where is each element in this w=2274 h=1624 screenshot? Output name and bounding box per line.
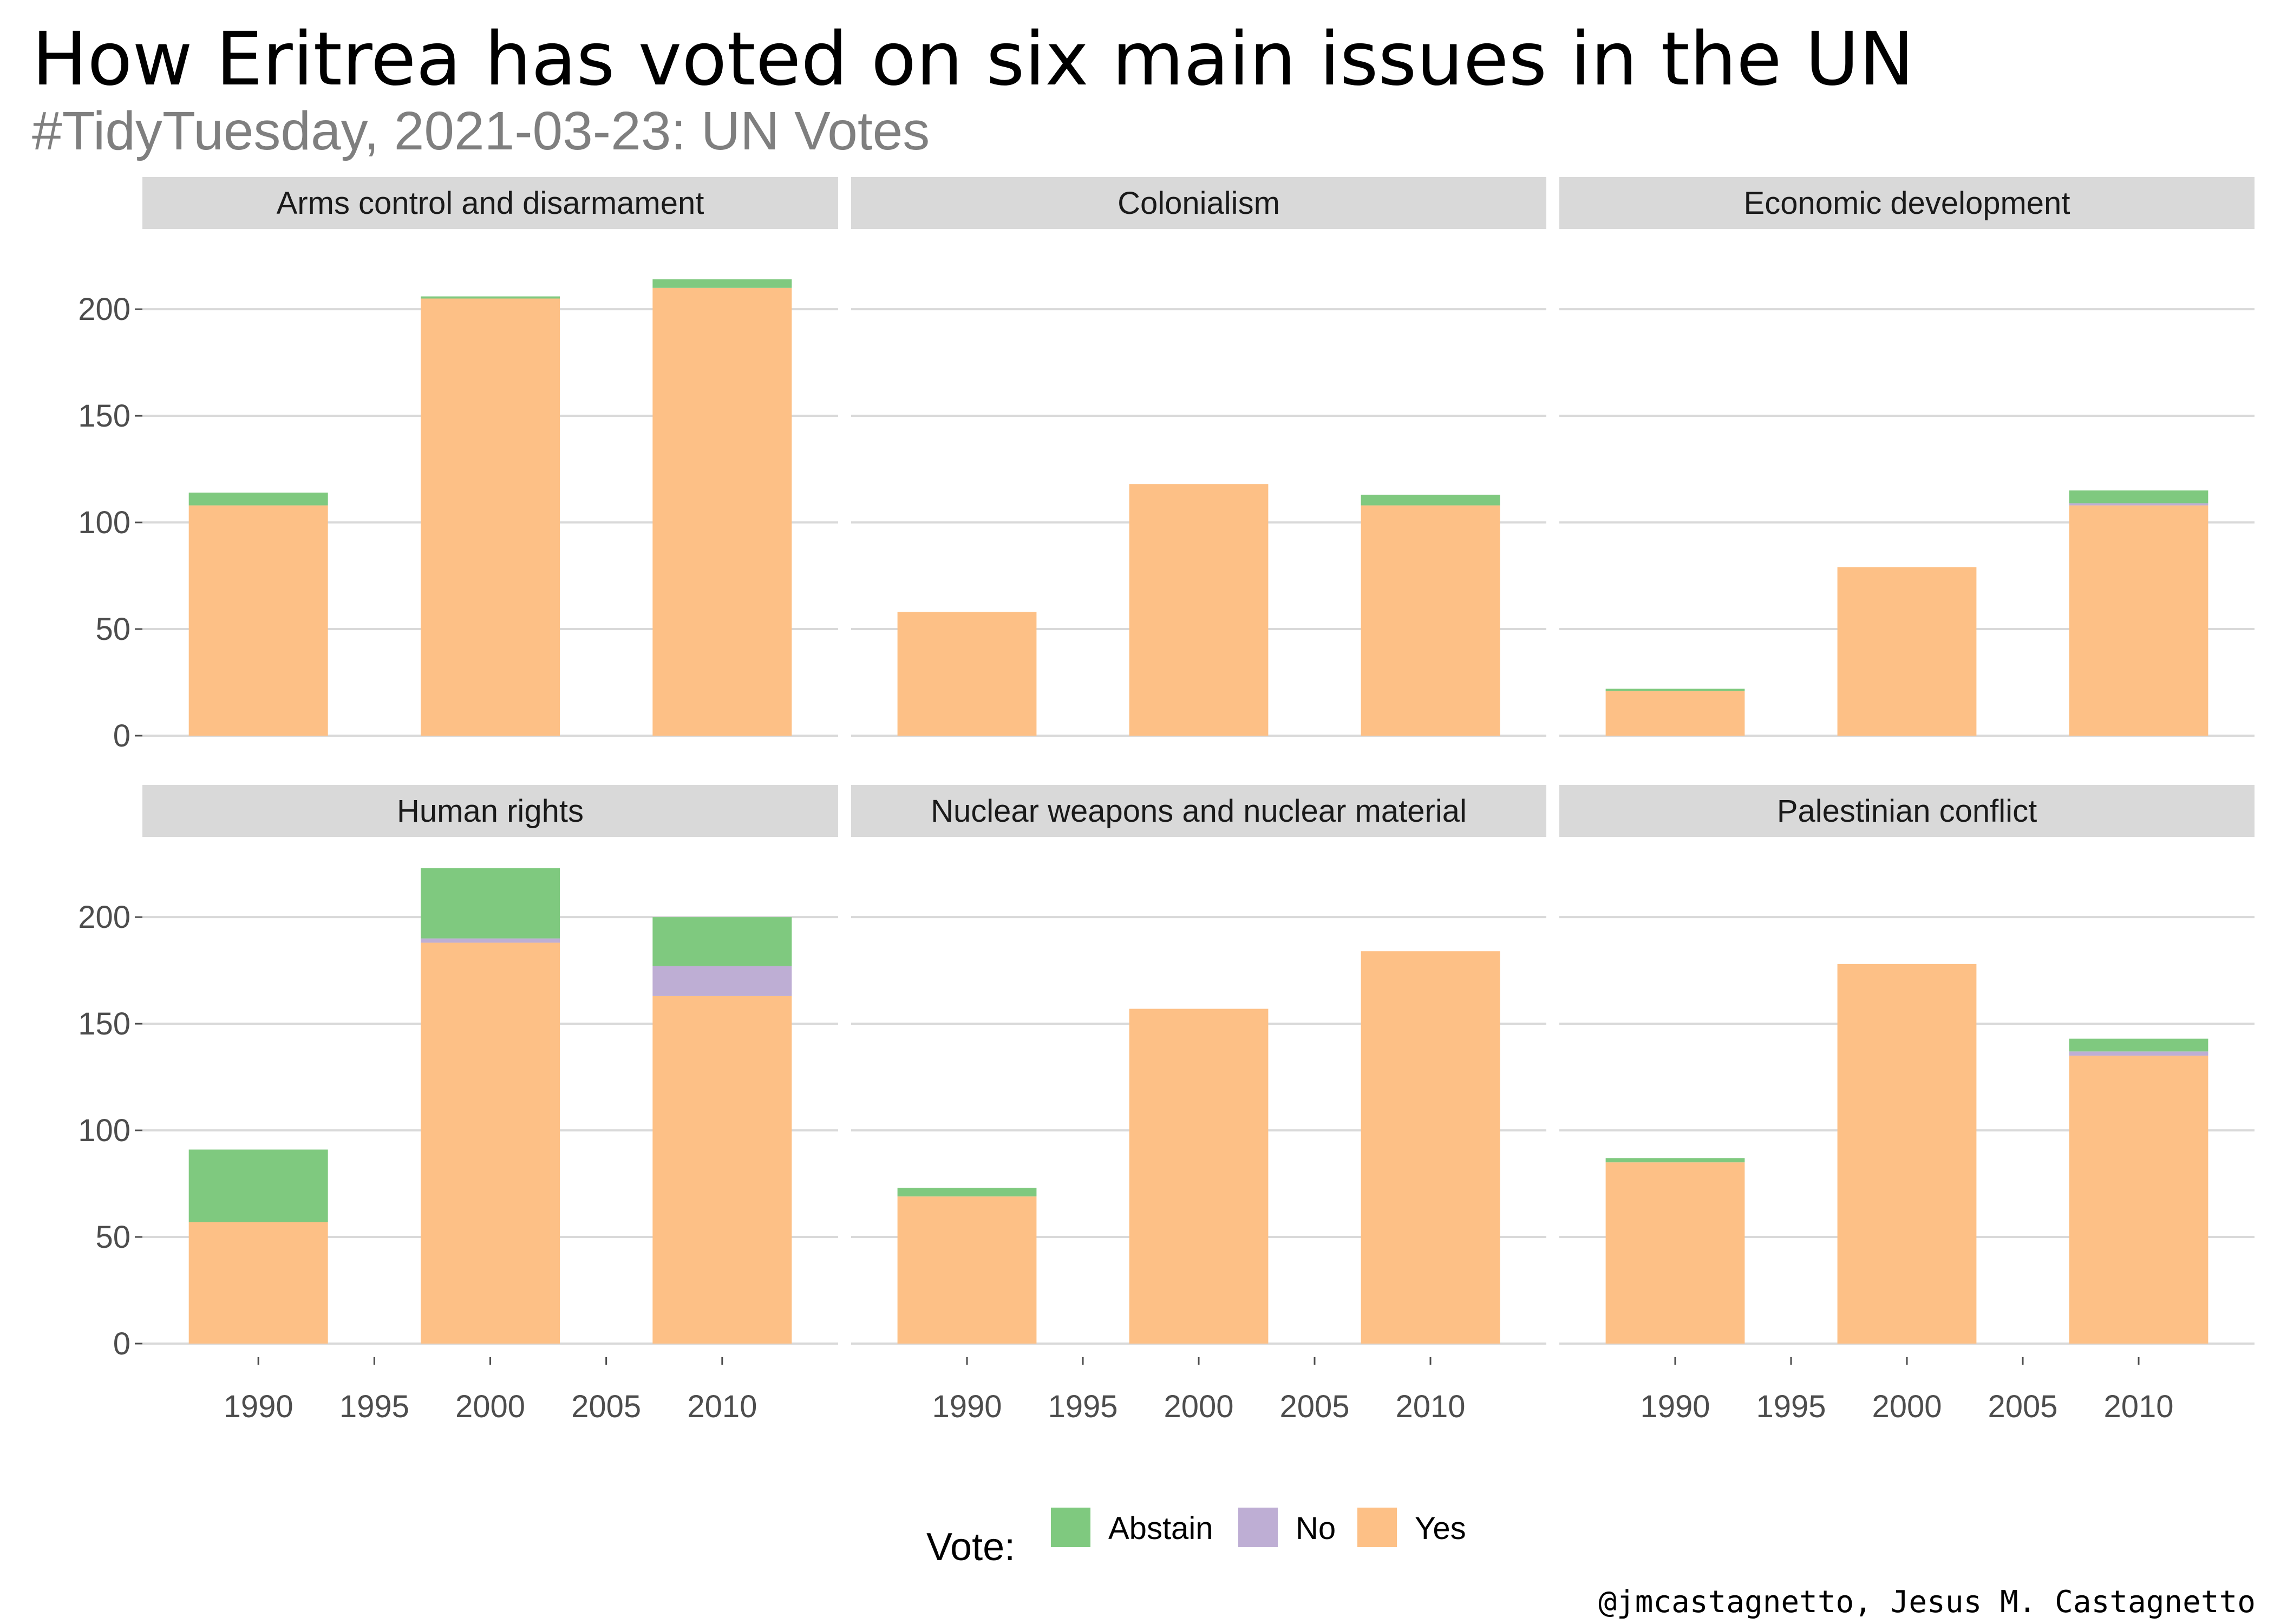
bar-segment-abstain-2010 xyxy=(2069,1038,2208,1052)
chart-caption: @jmcastagnetto, Jesus M. Castagnetto xyxy=(1598,1584,2256,1620)
bar-segment-yes-2010 xyxy=(2069,1056,2208,1344)
facet-strip xyxy=(1559,785,2255,837)
bar-segment-yes-2000 xyxy=(1837,567,1977,736)
x-tick-label: 1990 xyxy=(932,1389,1002,1424)
facet-strip xyxy=(142,785,838,837)
bar-segment-yes-2010 xyxy=(1361,951,1500,1344)
bar-segment-no-2000 xyxy=(421,938,560,943)
x-tick-label: 2000 xyxy=(1164,1389,1233,1424)
facet-strip xyxy=(1559,177,2255,229)
bar-segment-yes-2000 xyxy=(421,298,560,736)
facet-panel-economic-development: Economic development xyxy=(1559,177,2255,737)
bar-segment-yes-1990 xyxy=(1605,691,1745,736)
facet-panel-arms-control-and-disarmament: Arms control and disarmament 0 50 100 150 200 xyxy=(78,177,838,754)
facet-strip xyxy=(142,177,838,229)
legend-label: No xyxy=(1296,1511,1336,1546)
chart-subtitle: #TidyTuesday, 2021-03-23: UN Votes xyxy=(32,101,930,161)
x-tick-label: 1995 xyxy=(1048,1389,1118,1424)
legend-label: Yes xyxy=(1415,1511,1466,1546)
x-tick-label: 2010 xyxy=(1395,1389,1465,1424)
facet-panel-palestinian-conflict: Palestinian conflict 1990 1995 2000 2005 2010 xyxy=(1559,785,2255,1424)
bar-segment-abstain-1990 xyxy=(1605,689,1745,691)
bar-segment-yes-1990 xyxy=(1605,1162,1745,1344)
bar-segment-abstain-1990 xyxy=(897,1188,1037,1197)
bar-segment-yes-2010 xyxy=(1361,505,1500,736)
bar-segment-yes-1990 xyxy=(897,612,1037,736)
x-tick-label: 2005 xyxy=(1279,1389,1349,1424)
facet-strip xyxy=(851,785,1546,837)
bar-segment-abstain-2000 xyxy=(421,296,560,299)
y-tick-label: 100 xyxy=(78,505,130,540)
legend-items: Abstain No Yes xyxy=(1051,1508,1466,1547)
bar-segment-abstain-1990 xyxy=(188,492,328,506)
facet-strip-label: Nuclear weapons and nuclear material xyxy=(931,794,1467,829)
bar-segment-abstain-2000 xyxy=(421,868,560,939)
y-tick-label: 0 xyxy=(113,1326,130,1361)
legend-label: Abstain xyxy=(1108,1511,1213,1546)
facet-strip-label: Colonialism xyxy=(1118,186,1280,221)
x-tick-label: 1990 xyxy=(224,1389,293,1424)
facet-panel-human-rights: Human rights 0 50 100 150 200 1990 1995 2000 2005… xyxy=(78,785,838,1424)
bar-segment-yes-2010 xyxy=(652,996,792,1344)
facet-strip-label: Human rights xyxy=(397,794,584,829)
bar-segment-abstain-2010 xyxy=(652,917,792,966)
y-tick-label: 0 xyxy=(113,718,130,754)
bar-segment-abstain-1990 xyxy=(188,1149,328,1222)
bar-segment-yes-2000 xyxy=(421,942,560,1344)
x-tick-label: 1995 xyxy=(1756,1389,1826,1424)
x-tick-label: 2005 xyxy=(571,1389,641,1424)
x-tick-label: 2010 xyxy=(2103,1389,2173,1424)
chart-title: How Eritrea has voted on six main issues… xyxy=(32,17,1914,102)
y-tick-label: 50 xyxy=(95,612,130,647)
bar-segment-no-2010 xyxy=(2069,1051,2208,1056)
x-tick-label: 2010 xyxy=(687,1389,757,1424)
bar-segment-yes-1990 xyxy=(188,505,328,736)
facet-strip-label: Palestinian conflict xyxy=(1777,794,2037,829)
bar-segment-abstain-2010 xyxy=(652,279,792,288)
legend-key-no xyxy=(1238,1508,1278,1547)
y-tick-label: 150 xyxy=(78,398,130,434)
bar-segment-yes-2010 xyxy=(652,287,792,736)
legend-item-yes: Yes xyxy=(1357,1508,1466,1547)
bar-segment-yes-1990 xyxy=(188,1222,328,1344)
x-tick-label: 1995 xyxy=(339,1389,409,1424)
y-tick-label: 200 xyxy=(78,292,130,327)
facet-strip xyxy=(851,177,1546,229)
bar-segment-yes-2000 xyxy=(1837,964,1977,1344)
legend-item-abstain: Abstain xyxy=(1051,1508,1213,1547)
bar-segment-no-2010 xyxy=(652,966,792,996)
legend: Vote: Abstain No Yes xyxy=(926,1508,1466,1569)
facet-panel-colonialism: Colonialism xyxy=(851,177,1546,737)
facet-panels: Arms control and disarmament 0 50 100 150 200… xyxy=(78,177,2255,1424)
bar-segment-abstain-1990 xyxy=(1605,1158,1745,1163)
y-tick-label: 150 xyxy=(78,1006,130,1042)
bar-segment-yes-2000 xyxy=(1129,484,1269,736)
bar-segment-yes-1990 xyxy=(897,1196,1037,1344)
bar-segment-no-2010 xyxy=(2069,503,2208,506)
facet-strip-label: Economic development xyxy=(1744,186,2070,221)
y-tick-label: 50 xyxy=(95,1220,130,1255)
x-tick-label: 2000 xyxy=(1872,1389,1942,1424)
bar-segment-abstain-2010 xyxy=(1361,494,1500,506)
bar-segment-yes-2000 xyxy=(1129,1009,1269,1344)
y-tick-label: 200 xyxy=(78,900,130,935)
x-tick-label: 2005 xyxy=(1988,1389,2057,1424)
legend-key-yes xyxy=(1357,1508,1397,1547)
x-tick-label: 2000 xyxy=(455,1389,525,1424)
bar-segment-yes-2010 xyxy=(2069,505,2208,736)
legend-item-no: No xyxy=(1238,1508,1336,1547)
y-tick-label: 100 xyxy=(78,1113,130,1148)
facet-panel-nuclear-weapons-and-nuclear-material: Nuclear weapons and nuclear material 1990… xyxy=(851,785,1546,1424)
legend-key-abstain xyxy=(1051,1508,1090,1547)
x-tick-label: 1990 xyxy=(1640,1389,1710,1424)
legend-title: Vote: xyxy=(926,1525,1015,1569)
bar-segment-abstain-2010 xyxy=(2069,490,2208,503)
facet-strip-label: Arms control and disarmament xyxy=(277,186,704,221)
